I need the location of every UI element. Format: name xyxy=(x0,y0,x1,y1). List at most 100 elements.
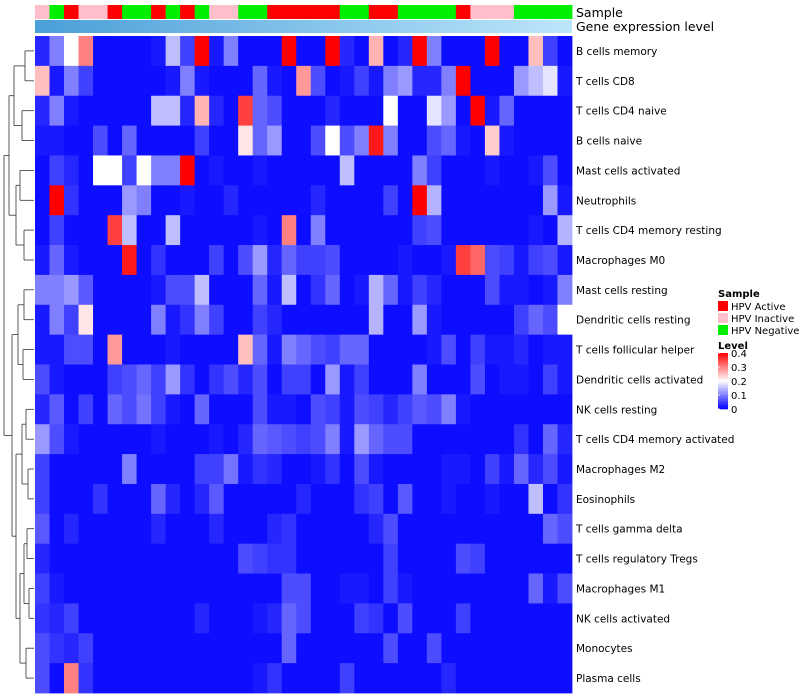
heatmap-cell xyxy=(238,155,254,186)
heatmap-cell xyxy=(64,95,79,126)
sample-annotation-cell xyxy=(281,5,297,19)
heatmap-cell xyxy=(136,36,152,67)
heatmap-cell xyxy=(513,65,529,97)
level-colorbar-segment xyxy=(718,402,728,404)
heatmap-cell xyxy=(78,155,94,186)
sample-annotation-cell xyxy=(49,5,65,19)
heatmap-cell xyxy=(223,543,239,574)
level-colorbar-segment xyxy=(718,393,728,396)
level-legend-title: Level xyxy=(718,341,748,352)
heatmap-cell xyxy=(484,304,500,336)
heatmap-cell xyxy=(180,573,196,604)
heatmap-cell xyxy=(339,155,355,186)
heatmap-cell xyxy=(470,483,486,515)
heatmap-cell xyxy=(470,334,486,365)
heatmap-cell xyxy=(325,36,341,67)
heatmap-cell xyxy=(412,334,428,365)
heatmap-cell xyxy=(165,304,181,336)
heatmap-cell xyxy=(165,364,181,395)
heatmap-cell xyxy=(354,663,370,694)
heatmap-cell xyxy=(93,185,108,216)
heatmap-cell xyxy=(441,274,457,306)
heatmap-cell xyxy=(354,454,370,485)
heatmap-cell xyxy=(64,573,79,604)
heatmap-cell xyxy=(136,65,152,97)
heatmap-cell xyxy=(325,185,341,216)
heatmap-cell xyxy=(528,663,544,694)
heatmap-cell xyxy=(49,155,65,186)
heatmap-cell xyxy=(136,513,152,545)
heatmap-cell xyxy=(49,215,65,246)
heatmap-cell xyxy=(93,603,108,634)
heatmap-cell xyxy=(107,65,123,97)
heatmap-cell xyxy=(238,274,254,306)
heatmap-cell xyxy=(238,513,254,545)
heatmap-cell xyxy=(426,36,442,67)
heatmap-cell xyxy=(441,454,457,485)
heatmap-cell xyxy=(354,155,370,186)
heatmap-cell xyxy=(296,245,312,276)
heatmap-cell xyxy=(136,155,152,186)
heatmap-cell xyxy=(64,483,79,515)
heatmap-cell xyxy=(49,633,65,664)
heatmap-cell xyxy=(238,334,254,365)
heatmap-cell xyxy=(180,334,196,365)
heatmap-cell xyxy=(354,543,370,574)
heatmap-cell xyxy=(165,334,181,365)
heatmap-cell xyxy=(310,633,326,664)
heatmap-cell xyxy=(151,364,167,395)
level-colorbar-segment xyxy=(718,381,728,383)
heatmap-cell xyxy=(542,424,558,455)
heatmap-cell xyxy=(368,603,384,634)
heatmap-cell xyxy=(238,394,254,425)
heatmap-cell xyxy=(64,155,79,186)
sample-annotation-cell xyxy=(194,5,210,19)
level-tick-label: 0.1 xyxy=(731,391,747,402)
heatmap-cell xyxy=(325,334,341,365)
heatmap-cell xyxy=(412,215,428,246)
heatmap-cell xyxy=(455,36,471,67)
heatmap-cell xyxy=(426,65,442,97)
heatmap-cell xyxy=(354,274,370,306)
heatmap-cell xyxy=(455,513,471,545)
heatmap-cell xyxy=(49,185,65,216)
heatmap-cell xyxy=(455,274,471,306)
heatmap-cell xyxy=(252,304,268,336)
heatmap-cell xyxy=(252,513,268,545)
heatmap-cell xyxy=(484,633,500,664)
level-tick-label: 0 xyxy=(731,405,737,416)
heatmap-cell xyxy=(267,663,283,694)
heatmap-cell xyxy=(78,245,94,276)
heatmap-cell xyxy=(513,245,529,276)
heatmap-cell xyxy=(180,125,196,156)
heatmap-cell xyxy=(542,364,558,395)
sample-annotation-cell xyxy=(296,5,312,19)
sample-annotation-cell xyxy=(383,5,399,19)
heatmap-cell xyxy=(441,334,457,365)
heatmap-cell xyxy=(542,215,558,246)
heatmap-cell xyxy=(484,65,500,97)
heatmap-cell xyxy=(136,663,152,694)
heatmap-cell xyxy=(441,543,457,574)
heatmap-cell xyxy=(122,633,137,664)
heatmap-cell xyxy=(441,65,457,97)
level-colorbar-segment xyxy=(718,353,728,355)
heatmap-cell xyxy=(513,185,529,216)
heatmap-cell xyxy=(499,36,515,67)
heatmap-cell xyxy=(310,334,326,365)
heatmap-cell xyxy=(122,424,137,455)
heatmap-cell xyxy=(151,215,167,246)
heatmap-cell xyxy=(484,274,500,306)
heatmap-cell xyxy=(513,483,529,515)
heatmap-cell xyxy=(470,125,486,156)
heatmap-cell xyxy=(397,95,413,126)
heatmap-cell xyxy=(325,483,341,515)
sample-annotation-cell xyxy=(122,5,137,19)
heatmap-cell xyxy=(107,304,123,336)
heatmap-cell xyxy=(194,663,210,694)
heatmap-cell xyxy=(470,95,486,126)
sample-annotation-cell xyxy=(64,5,79,19)
heatmap-cell xyxy=(528,125,544,156)
heatmap-cell xyxy=(281,155,297,186)
heatmap-cell xyxy=(122,603,137,634)
